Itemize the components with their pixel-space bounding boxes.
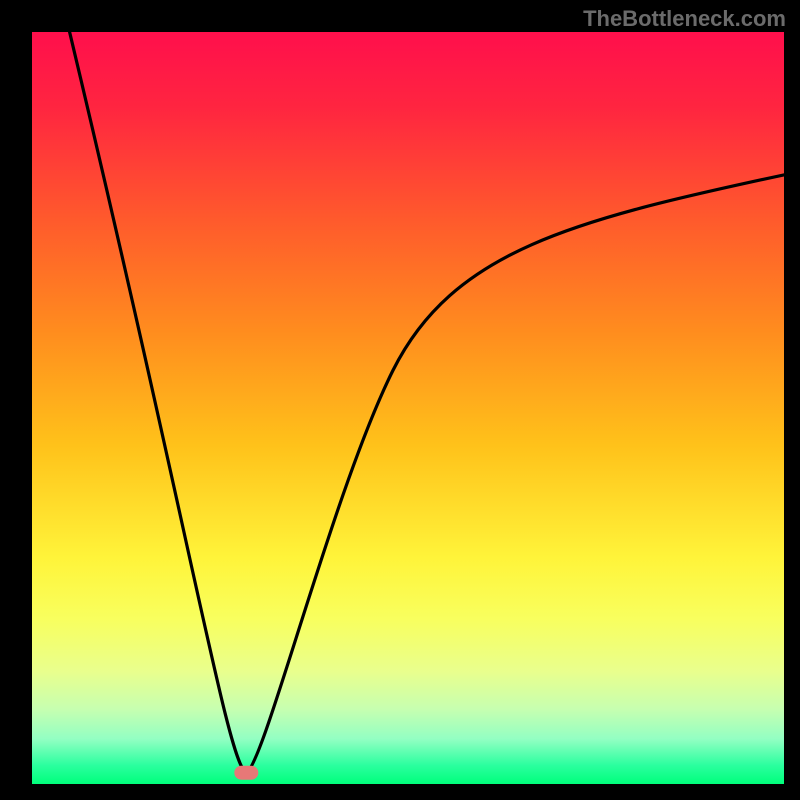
chart-svg	[0, 0, 800, 800]
watermark-text: TheBottleneck.com	[583, 6, 786, 32]
gradient-background	[32, 32, 784, 784]
optimal-point-marker	[234, 766, 258, 780]
chart-plot-area	[0, 0, 800, 800]
